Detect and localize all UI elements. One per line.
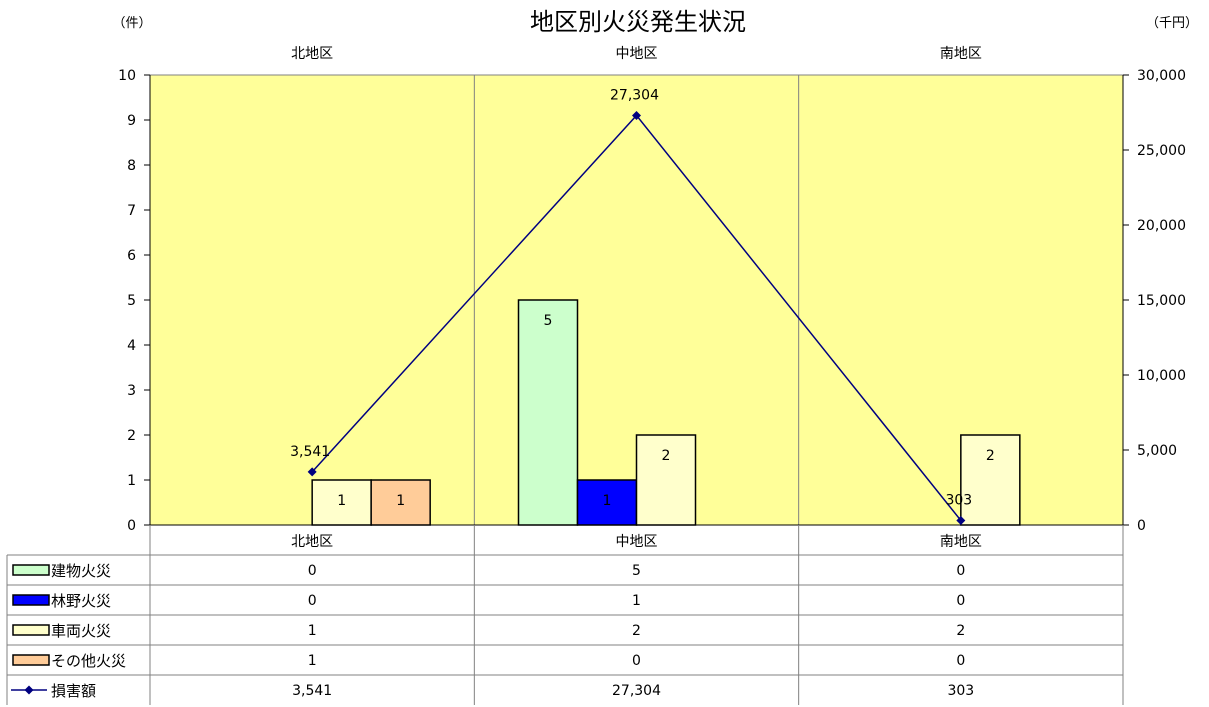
table-cell: 2 (956, 623, 965, 639)
table-header-cell: 中地区 (616, 534, 658, 550)
left-tick-label: 4 (127, 338, 136, 354)
table-cell: 0 (308, 593, 317, 609)
table-cell: 0 (956, 653, 965, 669)
bar-data-label: 1 (396, 493, 405, 509)
table-cell: 27,304 (612, 683, 661, 699)
legend-swatch (12, 594, 50, 606)
left-tick-label: 10 (118, 68, 136, 84)
legend-label: 車両火災 (51, 622, 111, 640)
damage-line: 3,541 27,304 303 (290, 87, 972, 525)
right-axis-unit: （千円） (1146, 16, 1198, 31)
left-tick-label: 8 (127, 158, 136, 174)
left-tick-label: 7 (127, 203, 136, 219)
bar-data-label: 2 (662, 448, 671, 464)
table-cell: 5 (632, 563, 641, 579)
left-tick-label: 2 (127, 428, 136, 444)
right-tick-label: 10,000 (1137, 368, 1186, 384)
table-cell: 2 (632, 623, 641, 639)
top-category-labels: 北地区 中地区 南地区 (291, 46, 982, 62)
legend-swatch (12, 654, 50, 666)
bar-data-label: 1 (603, 493, 612, 509)
right-axis: 0 5,000 10,000 15,000 20,000 25,000 30,000 (1122, 68, 1186, 534)
bar-data-label: 5 (544, 313, 553, 329)
left-axis: 0 1 2 3 4 5 6 7 8 9 10 (118, 68, 151, 534)
right-tick-label: 0 (1137, 518, 1146, 534)
table-cell: 1 (308, 653, 317, 669)
line-data-label: 303 (945, 492, 972, 508)
line-point (956, 515, 966, 525)
left-tick-label: 0 (127, 518, 136, 534)
legend-marker (24, 685, 34, 695)
bar-data-label: 1 (337, 493, 346, 509)
top-category-label: 南地区 (940, 46, 982, 62)
legend-label: 損害額 (51, 682, 96, 700)
right-tick-label: 25,000 (1137, 143, 1186, 159)
legend-swatch (12, 564, 50, 576)
bar (635, 434, 697, 526)
table-cell: 3,541 (292, 683, 332, 699)
table-cell: 1 (308, 623, 317, 639)
line-point (632, 110, 641, 120)
bar (517, 299, 579, 526)
table-cell: 0 (956, 593, 965, 609)
left-tick-label: 3 (127, 383, 136, 399)
left-tick-label: 6 (127, 248, 136, 264)
table-cell: 303 (947, 683, 974, 699)
bar-group: 5 1 1 2 2 1 (311, 299, 1021, 526)
legend-label: 建物火災 (51, 562, 111, 580)
right-tick-label: 5,000 (1137, 443, 1177, 459)
bar (576, 479, 638, 526)
table-cell: 0 (632, 653, 641, 669)
right-tick-label: 20,000 (1137, 218, 1186, 234)
table-header-cell: 北地区 (291, 534, 333, 550)
chart-title: 地区別火災発生状況 (530, 8, 746, 36)
bar (311, 479, 372, 526)
left-tick-label: 1 (127, 473, 136, 489)
top-category-label: 北地区 (291, 46, 333, 62)
bar (370, 479, 431, 526)
table-cell: 0 (308, 563, 317, 579)
table-cell: 1 (632, 593, 641, 609)
bar-data-label: 2 (986, 448, 995, 464)
line-data-label: 3,541 (290, 444, 330, 460)
right-tick-label: 30,000 (1137, 68, 1186, 84)
bar (960, 434, 1021, 526)
line-point (307, 467, 317, 477)
line-data-label: 27,304 (610, 87, 659, 103)
left-axis-unit: （件） (112, 16, 151, 31)
legend-swatch (12, 624, 50, 636)
left-tick-label: 9 (127, 113, 136, 129)
right-tick-label: 15,000 (1137, 293, 1186, 309)
top-category-label: 中地区 (616, 46, 658, 62)
table-header-cell: 南地区 (940, 534, 982, 550)
table-cell: 0 (956, 563, 965, 579)
left-tick-label: 5 (127, 293, 136, 309)
legend-label: その他火災 (51, 652, 126, 670)
legend-label: 林野火災 (51, 592, 111, 610)
